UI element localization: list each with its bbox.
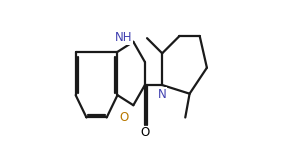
Text: O: O — [119, 111, 129, 124]
Text: NH: NH — [115, 31, 133, 44]
Text: N: N — [158, 88, 167, 101]
Text: N: N — [158, 88, 167, 101]
Text: O: O — [119, 111, 129, 124]
Text: NH: NH — [115, 31, 133, 44]
Text: O: O — [140, 126, 149, 139]
Text: O: O — [140, 126, 149, 139]
